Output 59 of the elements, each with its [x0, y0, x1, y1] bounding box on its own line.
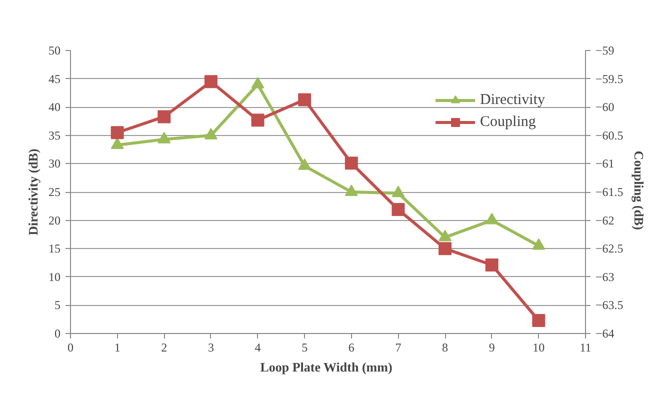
- y2-tick-label: −60: [596, 100, 614, 114]
- y-tick-label: 40: [48, 100, 60, 114]
- point: [485, 212, 498, 224]
- y-tick-label: 10: [48, 270, 60, 284]
- point: [438, 230, 452, 242]
- x-tick-label: 3: [208, 340, 214, 354]
- point: [251, 77, 264, 88]
- point: [158, 132, 171, 144]
- y-tick-label: 35: [48, 128, 60, 142]
- point: [204, 75, 218, 88]
- point: [438, 242, 452, 256]
- point: [532, 314, 546, 327]
- y-tick-label: 15: [48, 242, 60, 256]
- y-tick-label: 5: [54, 298, 60, 312]
- point: [204, 128, 218, 140]
- y2-tick-label: −61: [596, 156, 614, 171]
- x-tick-label: 7: [395, 340, 402, 354]
- legend-label: Coupling: [480, 114, 536, 130]
- x-tick-label: 10: [532, 340, 545, 354]
- point: [251, 114, 264, 127]
- y-tick-label: 20: [48, 213, 60, 228]
- y-tick-label: 30: [48, 156, 60, 171]
- y2-tick-label: −59.5: [596, 72, 624, 86]
- x-tick-label: 9: [488, 340, 495, 354]
- y-tick-label: 50: [48, 44, 60, 58]
- y2-tick-label: −62.5: [596, 242, 624, 256]
- point: [158, 110, 171, 124]
- x-tick-label: 6: [348, 340, 354, 354]
- y2-axis-title: Coupling (dB): [631, 150, 646, 230]
- y-tick-label: 25: [48, 185, 60, 199]
- y-tick-label: 45: [48, 72, 60, 86]
- x-tick-label: 1: [114, 340, 120, 354]
- x-tick-label: 5: [302, 340, 308, 354]
- point: [532, 238, 546, 250]
- x-tick-label: 0: [68, 340, 74, 354]
- y2-tick-label: −60.5: [596, 128, 624, 142]
- point: [298, 158, 312, 170]
- y2-tick-label: −59: [596, 44, 614, 58]
- point: [344, 156, 358, 170]
- y2-tick-label: −63.5: [596, 298, 624, 312]
- y-axis-title: Directivity (dB): [26, 148, 40, 236]
- x-axis-title: Loop Plate Width (mm): [260, 360, 392, 374]
- legend-label: Directivity: [480, 92, 545, 108]
- y2-tick-label: −61.5: [596, 185, 624, 199]
- point: [110, 126, 124, 140]
- point: [392, 203, 405, 216]
- x-tick-label: 2: [161, 340, 168, 354]
- point: [298, 93, 312, 106]
- x-tick-label: 8: [442, 340, 448, 354]
- x-tick-label: 11: [580, 340, 592, 354]
- y2-tick-label: −64: [596, 326, 614, 340]
- y2-tick-label: −63: [596, 270, 614, 284]
- point: [485, 258, 498, 272]
- point: [344, 184, 358, 196]
- x-tick-label: 4: [254, 340, 261, 354]
- point: [110, 138, 124, 149]
- y2-tick-label: −62: [596, 213, 614, 228]
- point: [392, 186, 405, 198]
- y-tick-label: 0: [54, 326, 60, 340]
